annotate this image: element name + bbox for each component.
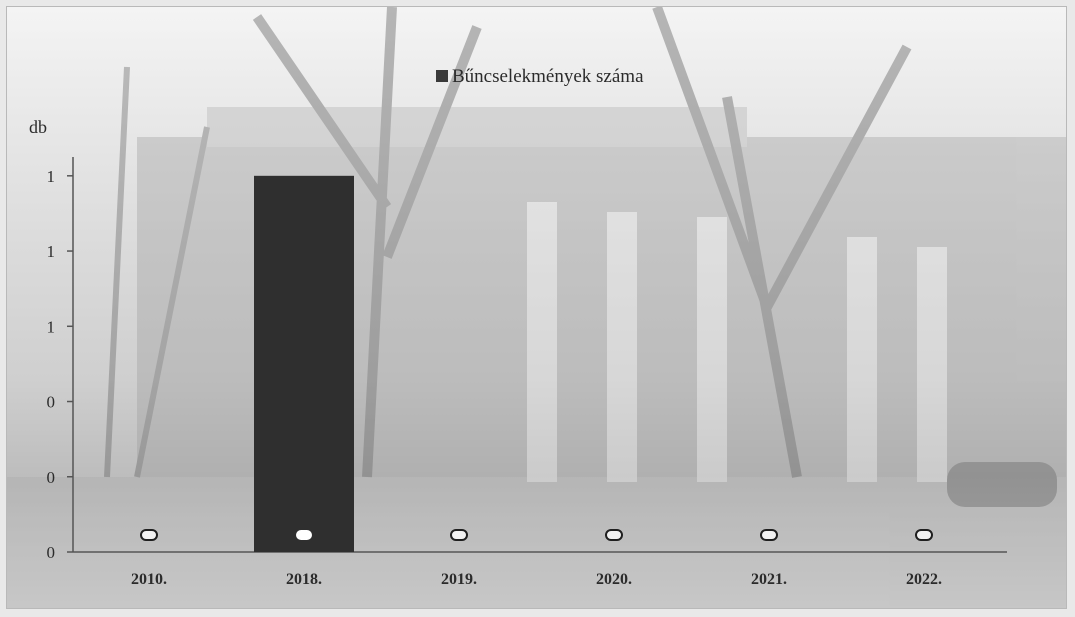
legend-label: Bűncselekmények száma xyxy=(452,66,644,87)
y-axis-unit-label: db xyxy=(29,117,47,137)
legend: Bűncselekmények száma xyxy=(436,66,644,87)
x-axis-label: 2022. xyxy=(906,571,942,588)
x-axis-label: 2010. xyxy=(131,571,167,588)
y-tick-label: 1 xyxy=(47,317,56,336)
data-labels: –1–––– xyxy=(140,529,933,541)
data-label-marker xyxy=(450,529,468,541)
bar-2018 xyxy=(254,175,354,553)
x-axis-label: 2018. xyxy=(286,571,322,588)
data-label-marker xyxy=(760,529,778,541)
x-axis-label: 2019. xyxy=(441,571,477,588)
x-axis-label: 2020. xyxy=(596,571,632,588)
axes xyxy=(72,157,1007,553)
bars xyxy=(254,175,354,553)
background-photo xyxy=(7,7,1066,608)
y-tick-label: 0 xyxy=(47,468,56,487)
y-tick-label: 0 xyxy=(47,393,56,412)
data-label-marker xyxy=(915,529,933,541)
y-tick-label: 0 xyxy=(47,543,56,562)
y-axis-ticks: 0 0 0 1 1 1 xyxy=(47,167,73,562)
legend-swatch xyxy=(436,70,448,82)
data-label-marker xyxy=(140,529,158,541)
y-tick-label: 1 xyxy=(47,242,56,261)
x-axis-labels: 2010. 2018. 2019. 2020. 2021. 2022. xyxy=(131,571,942,588)
data-label-marker xyxy=(296,530,312,540)
x-axis-label: 2021. xyxy=(751,571,787,588)
data-label-marker xyxy=(605,529,623,541)
bar-chart: Bűncselekmények száma db 0 0 0 1 1 1 –1–––– 2… xyxy=(7,7,1066,608)
chart-frame: Bűncselekmények száma db 0 0 0 1 1 1 –1–––– 2… xyxy=(6,6,1067,609)
y-tick-label: 1 xyxy=(47,167,56,186)
